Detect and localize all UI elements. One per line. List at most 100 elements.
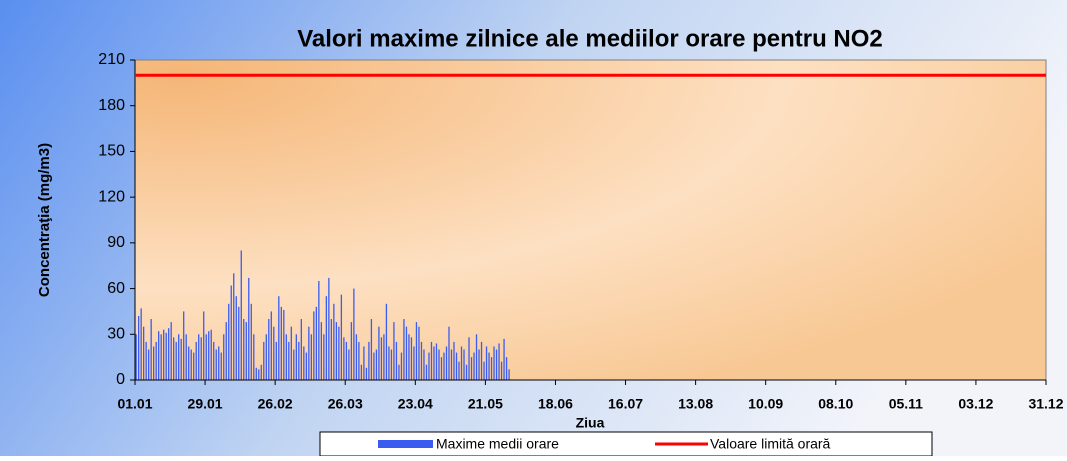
bar xyxy=(460,346,463,380)
bar xyxy=(178,334,180,380)
bar xyxy=(340,294,343,380)
x-tick-label: 29.01 xyxy=(188,396,223,412)
bar xyxy=(278,296,280,380)
bar xyxy=(453,341,455,380)
bar xyxy=(225,322,227,380)
bar xyxy=(400,352,403,380)
bar xyxy=(358,341,360,380)
bar xyxy=(455,352,458,380)
bar xyxy=(220,352,222,380)
bar xyxy=(458,361,460,380)
bar xyxy=(418,326,420,380)
bar xyxy=(320,322,323,380)
bar xyxy=(153,346,155,380)
bar xyxy=(190,349,192,380)
bar xyxy=(238,306,240,380)
bar xyxy=(465,364,468,380)
plot-area xyxy=(134,59,1047,381)
bar xyxy=(440,357,443,380)
bar xyxy=(500,361,503,380)
x-tick-label: 23.04 xyxy=(398,396,433,412)
bar xyxy=(415,322,418,380)
bar xyxy=(163,329,165,380)
bar xyxy=(435,343,438,380)
bar xyxy=(253,334,255,380)
bar xyxy=(208,331,210,380)
bar xyxy=(328,277,330,380)
bar xyxy=(298,341,300,380)
bar xyxy=(265,334,267,380)
y-tick-label: 30 xyxy=(107,326,125,343)
bar xyxy=(160,334,162,380)
bar xyxy=(165,332,167,380)
bar xyxy=(255,367,257,380)
bar xyxy=(350,322,353,380)
bar xyxy=(325,296,328,380)
bar xyxy=(148,349,150,380)
bar xyxy=(323,334,325,380)
y-tick-label: 120 xyxy=(98,188,125,205)
bar xyxy=(383,334,385,380)
legend-label: Maxime medii orare xyxy=(436,436,559,452)
x-tick-label: 21.05 xyxy=(468,396,503,412)
bar xyxy=(295,334,297,380)
bar xyxy=(258,369,260,380)
bar xyxy=(388,346,390,380)
x-tick-label: 01.01 xyxy=(117,396,152,412)
bar xyxy=(473,352,475,380)
bar xyxy=(228,303,230,380)
bar xyxy=(428,352,430,380)
bar xyxy=(505,357,508,380)
bar xyxy=(168,328,170,380)
bar xyxy=(140,308,142,380)
bar xyxy=(210,329,212,380)
bar xyxy=(173,337,175,380)
bar xyxy=(433,346,435,380)
legend-label: Valoare limită orară xyxy=(710,436,831,452)
x-tick-label: 31.12 xyxy=(1028,396,1063,412)
bar xyxy=(490,357,493,380)
bar xyxy=(450,349,453,380)
bar xyxy=(195,341,197,380)
bar xyxy=(215,349,217,380)
y-axis-title: Concentraţia (mg/m3) xyxy=(36,143,53,297)
bar xyxy=(438,349,440,380)
bar xyxy=(233,273,235,380)
bar xyxy=(445,346,448,380)
bar xyxy=(175,341,177,380)
bar xyxy=(288,341,290,380)
bar xyxy=(493,346,495,380)
bar xyxy=(348,349,350,380)
bar xyxy=(283,309,285,380)
bar xyxy=(368,341,370,380)
bar xyxy=(353,288,355,380)
bar xyxy=(268,319,270,380)
bar xyxy=(193,352,195,380)
bar xyxy=(480,341,483,380)
bar xyxy=(423,349,425,380)
x-tick-label: 26.03 xyxy=(328,396,363,412)
bar xyxy=(508,369,510,380)
bar xyxy=(218,346,220,380)
bar xyxy=(330,319,333,380)
bar xyxy=(385,303,388,380)
bar xyxy=(185,334,187,380)
y-tick-label: 90 xyxy=(107,234,125,251)
bar xyxy=(395,341,398,380)
bar xyxy=(293,349,295,380)
bar xyxy=(355,334,358,380)
bar xyxy=(308,326,310,380)
bar xyxy=(143,326,145,380)
bar xyxy=(380,337,383,380)
bar xyxy=(425,364,428,380)
bar xyxy=(285,334,287,380)
bar xyxy=(198,334,200,380)
bar xyxy=(498,343,500,380)
bar xyxy=(478,349,480,380)
bar xyxy=(363,346,365,380)
bar xyxy=(138,316,140,380)
bar xyxy=(205,334,207,380)
y-tick-label: 60 xyxy=(107,280,125,297)
bar xyxy=(183,311,185,380)
